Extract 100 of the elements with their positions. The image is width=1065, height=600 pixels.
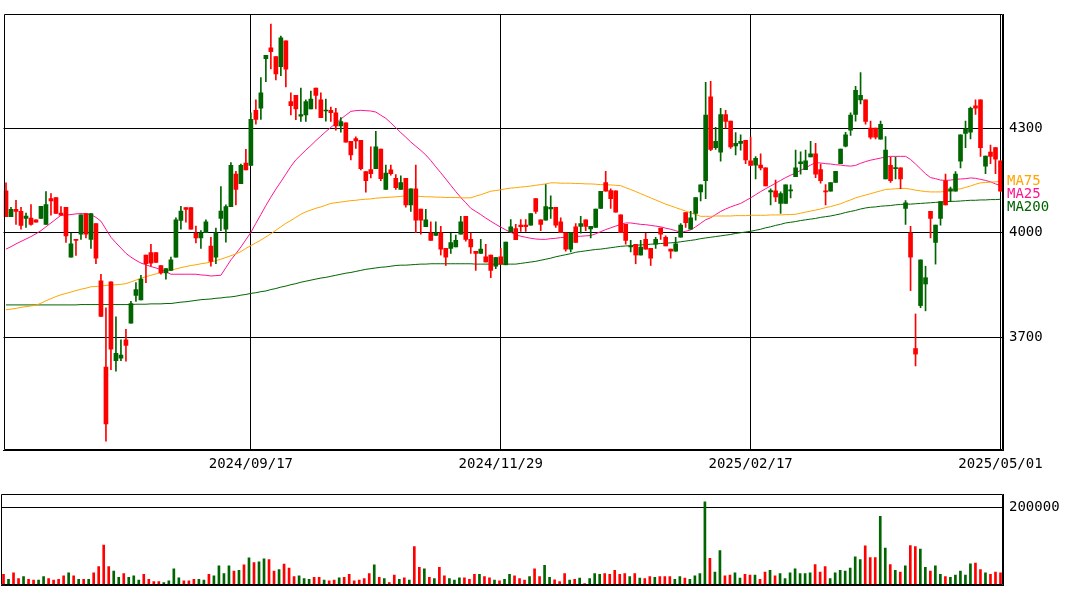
bar [843, 570, 847, 586]
bar [888, 564, 892, 586]
bar [643, 578, 647, 586]
candlestick [13, 199, 19, 225]
bar [603, 573, 607, 586]
bar [613, 570, 617, 586]
bar [964, 574, 967, 586]
x-tick-label: 2025/05/01 [958, 455, 1043, 472]
bar [423, 568, 426, 586]
bar [598, 573, 602, 586]
bar [628, 576, 632, 586]
bar [638, 577, 642, 586]
bar [878, 515, 882, 586]
bar [92, 572, 96, 586]
bar [478, 573, 481, 586]
bar [433, 578, 436, 586]
bar [428, 577, 431, 586]
bar [934, 565, 937, 586]
bar [413, 546, 416, 586]
candlestick [578, 216, 584, 234]
bar [342, 577, 346, 586]
bar [608, 573, 612, 586]
bar [458, 577, 461, 586]
bar [974, 562, 977, 586]
candlestick [298, 87, 304, 122]
bar [518, 578, 521, 586]
y-tick-label: 4300 [1009, 118, 1043, 135]
bar [653, 577, 657, 586]
bar [553, 579, 556, 586]
bar [513, 575, 516, 586]
bar [67, 572, 70, 586]
y-tick-label: 4000 [1009, 223, 1043, 240]
bar [984, 572, 987, 586]
bar [623, 573, 627, 586]
bar [372, 564, 376, 586]
bar [117, 577, 121, 586]
bar [112, 570, 116, 586]
bar [903, 565, 907, 586]
bar [107, 566, 111, 586]
bar [418, 566, 421, 586]
bar [2, 573, 5, 586]
x-tick-label: 2024/09/17 [208, 455, 294, 472]
bar [868, 557, 872, 586]
bar [959, 570, 962, 586]
bar [898, 571, 902, 586]
bar [944, 576, 947, 586]
bar [533, 568, 536, 586]
bar [858, 559, 862, 586]
bar [443, 575, 446, 586]
bar [949, 577, 952, 586]
candlestick [123, 329, 129, 362]
bar [588, 578, 592, 586]
bar [893, 570, 897, 586]
y-tick-label: 3700 [1009, 327, 1043, 344]
bar [873, 557, 877, 586]
bar [392, 574, 396, 586]
bar [382, 578, 386, 586]
bar [463, 577, 466, 586]
bar [548, 577, 551, 586]
bar [62, 575, 65, 586]
bar [914, 546, 917, 586]
y-tick-label: 200000 [1009, 498, 1060, 515]
bar [543, 565, 546, 586]
bar [863, 545, 867, 586]
bar [919, 548, 922, 586]
bar [508, 573, 511, 586]
bar [883, 547, 887, 586]
candlestick [518, 219, 524, 232]
bar [347, 573, 351, 586]
bar [929, 570, 932, 586]
bar [42, 576, 45, 586]
bar [954, 574, 957, 586]
bar [989, 573, 992, 586]
bar [377, 577, 381, 586]
x-tick-label: 2024/11/29 [458, 455, 543, 472]
bar [999, 572, 1002, 586]
bar [122, 573, 126, 586]
bar [838, 570, 842, 586]
bar [663, 576, 667, 586]
bar [908, 545, 912, 586]
bar [578, 577, 581, 586]
bar [848, 567, 852, 586]
bar [528, 576, 531, 586]
bar [994, 571, 997, 586]
bar [538, 576, 541, 586]
bar [939, 573, 942, 586]
bar [563, 573, 566, 586]
bar [367, 573, 371, 586]
bar [633, 573, 637, 586]
bar [853, 556, 857, 586]
bar [72, 575, 75, 586]
bar [979, 569, 982, 586]
bar [17, 578, 20, 586]
bar [362, 578, 366, 586]
bar [593, 573, 597, 586]
bar [618, 573, 622, 586]
bar [438, 566, 441, 586]
bar [337, 577, 341, 586]
bar [969, 563, 972, 586]
bar [12, 572, 15, 586]
